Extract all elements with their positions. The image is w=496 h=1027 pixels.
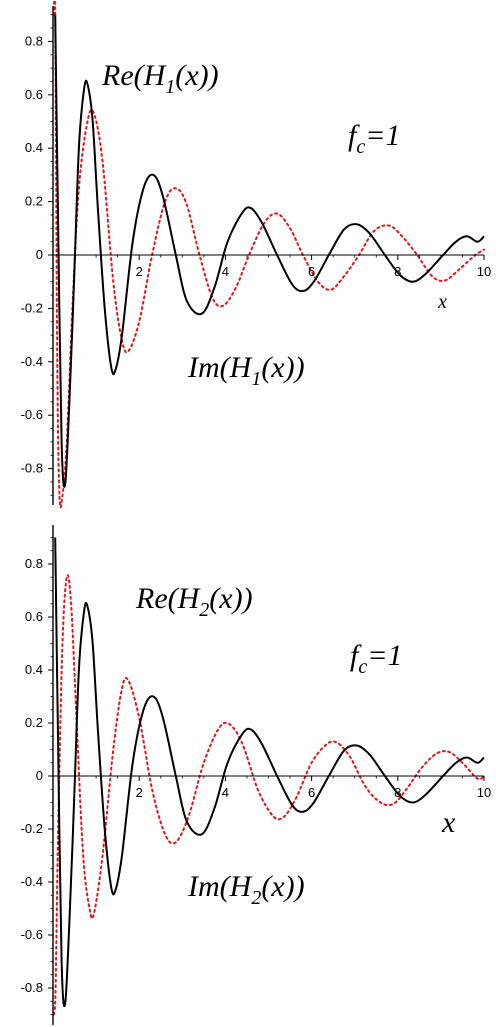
x-tick-label: 4 bbox=[222, 264, 229, 279]
im-label: Im(H1(x)) bbox=[187, 351, 305, 390]
y-tick-label: -0.4 bbox=[21, 354, 43, 369]
y-tick-label: 0 bbox=[36, 247, 43, 262]
y-tick-label: 0 bbox=[36, 768, 43, 783]
x-tick-label: 4 bbox=[222, 785, 229, 800]
x-tick-label: 2 bbox=[136, 264, 143, 279]
x-tick-label: 6 bbox=[308, 785, 315, 800]
y-tick-label: 0.2 bbox=[25, 715, 43, 730]
x-tick-label: 10 bbox=[477, 785, 491, 800]
y-tick-label: 0.2 bbox=[25, 194, 43, 209]
x-tick-label: 6 bbox=[308, 264, 315, 279]
re-label: Re(H2(x)) bbox=[135, 582, 253, 621]
re-label: Re(H1(x)) bbox=[101, 59, 219, 98]
y-tick-label: 0.8 bbox=[25, 33, 43, 48]
im-label: Im(H2(x)) bbox=[187, 870, 305, 909]
fc-label: fc=1 bbox=[348, 119, 400, 158]
y-tick-label: -0.8 bbox=[21, 980, 43, 995]
x-tick-label: 10 bbox=[477, 264, 491, 279]
y-tick-label: -0.4 bbox=[21, 874, 43, 889]
im-series-line bbox=[54, 575, 484, 1014]
y-tick-label: -0.6 bbox=[21, 407, 43, 422]
y-tick-label: 0.6 bbox=[25, 87, 43, 102]
y-tick-label: 0.8 bbox=[25, 556, 43, 571]
x-tick-label: 2 bbox=[136, 785, 143, 800]
y-tick-label: 0.4 bbox=[25, 140, 43, 155]
fc-label: fc=1 bbox=[350, 639, 402, 678]
chart-panel-h1: Re(H1(x)) fc=1 Im(H1(x)) 0.8 0.6 0.4 0.2 0 -0… bbox=[21, 0, 492, 507]
x-tick-label: 8 bbox=[394, 785, 401, 800]
x-axis-label: x bbox=[437, 291, 447, 313]
y-tick-label: -0.2 bbox=[21, 821, 43, 836]
y-tick-label: 0.6 bbox=[25, 609, 43, 624]
y-tick-label: -0.6 bbox=[21, 927, 43, 942]
chart-panel-h2: Re(H2(x)) fc=1 Im(H2(x)) 0.8 0.6 0.4 0.2 0 -0… bbox=[21, 525, 492, 1025]
y-tick-label: 0.4 bbox=[25, 662, 43, 677]
x-tick-label: 8 bbox=[394, 264, 401, 279]
y-tick-label: -0.2 bbox=[21, 300, 43, 315]
x-axis-label: x bbox=[441, 806, 456, 839]
y-tick-label: -0.8 bbox=[21, 461, 43, 476]
